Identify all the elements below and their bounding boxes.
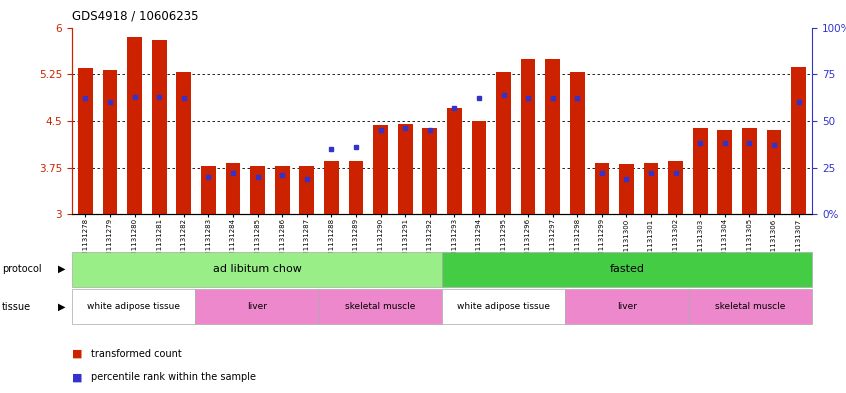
Bar [570,72,585,214]
Bar [127,37,142,214]
Bar [250,166,265,214]
Text: ■: ■ [72,372,86,382]
Bar [619,164,634,214]
Bar [644,163,658,214]
Bar [496,72,511,214]
Bar [275,166,289,214]
Text: transformed count: transformed count [91,349,181,359]
Bar [373,125,388,214]
Bar [102,70,118,214]
Text: ▶: ▶ [58,301,65,312]
Bar [299,166,314,214]
Bar [447,108,462,214]
Text: white adipose tissue: white adipose tissue [87,302,180,311]
Bar [742,129,757,214]
Bar [78,68,93,214]
Bar [398,124,413,214]
Text: percentile rank within the sample: percentile rank within the sample [91,372,255,382]
Bar [151,40,167,214]
Bar [72,289,195,324]
Bar [442,289,565,324]
Bar [177,72,191,214]
Text: liver: liver [617,302,637,311]
Bar [324,161,338,214]
Text: protocol: protocol [2,264,41,274]
Bar [72,252,442,287]
Bar [226,163,240,214]
Text: liver: liver [247,302,267,311]
Bar [521,59,536,214]
Text: skeletal muscle: skeletal muscle [345,302,415,311]
Bar [471,121,486,214]
Bar [766,130,782,214]
Bar [422,129,437,214]
Bar [442,252,812,287]
Text: white adipose tissue: white adipose tissue [457,302,550,311]
Bar [546,59,560,214]
Bar [689,289,812,324]
Bar [565,289,689,324]
Bar [319,289,442,324]
Bar [201,166,216,214]
Bar [195,289,319,324]
Bar [595,163,609,214]
Text: skeletal muscle: skeletal muscle [715,302,786,311]
Bar [349,161,363,214]
Text: ■: ■ [72,349,86,359]
Text: GDS4918 / 10606235: GDS4918 / 10606235 [72,10,199,23]
Bar [693,129,707,214]
Text: tissue: tissue [2,301,30,312]
Bar [791,67,806,214]
Bar [717,130,733,214]
Text: fasted: fasted [610,264,645,274]
Text: ad libitum chow: ad libitum chow [212,264,301,274]
Bar [668,161,683,214]
Text: ▶: ▶ [58,264,65,274]
